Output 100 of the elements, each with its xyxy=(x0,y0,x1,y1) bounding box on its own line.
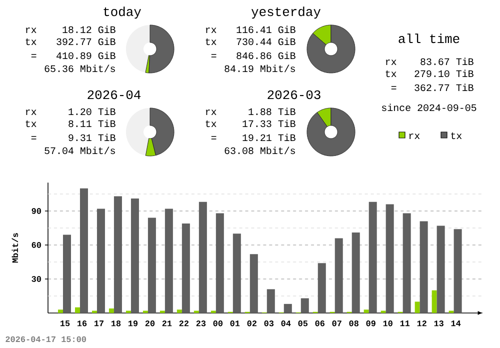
x-tick-label: 10 xyxy=(383,320,392,326)
y-tick-label: 90 xyxy=(32,208,41,214)
text: 730.44 GiB xyxy=(236,38,296,46)
chart-title: yesterday xyxy=(251,6,321,19)
x-tick-label: 06 xyxy=(315,320,324,326)
x-tick-label: 15 xyxy=(60,320,70,326)
bar xyxy=(198,202,207,313)
bar xyxy=(96,208,105,313)
text: tx xyxy=(206,120,216,128)
bar xyxy=(164,208,173,313)
text: rx xyxy=(206,28,216,33)
text: = xyxy=(211,54,216,58)
bar xyxy=(334,238,343,313)
x-tick-label: 23 xyxy=(196,320,206,326)
chart-title: today xyxy=(104,6,141,19)
bar xyxy=(266,289,275,313)
text: 8.11 TiB xyxy=(68,120,116,128)
bar xyxy=(58,310,63,313)
text: since 2024-09-05 xyxy=(382,104,476,112)
x-tick-label: 12 xyxy=(417,320,426,326)
y-axis-title: Mbit/s xyxy=(12,233,18,263)
bar xyxy=(368,202,377,313)
text: tx xyxy=(26,120,36,128)
bar xyxy=(420,221,428,313)
legend-label: tx xyxy=(451,132,462,140)
x-tick-label: 22 xyxy=(179,320,189,326)
x-tick-label: 20 xyxy=(145,320,155,326)
text: rx xyxy=(26,28,36,33)
x-tick-label: 08 xyxy=(349,320,358,326)
x-tick-label: 13 xyxy=(434,320,444,326)
text: tx xyxy=(386,70,396,78)
x-tick-label: 00 xyxy=(213,320,223,326)
bar xyxy=(364,310,369,313)
chart-title: 2026-04 xyxy=(88,90,141,100)
bar xyxy=(80,188,88,313)
bar xyxy=(250,254,258,313)
bar xyxy=(148,218,156,313)
bar xyxy=(386,204,394,313)
x-tick-label: 19 xyxy=(128,320,138,326)
bar xyxy=(130,198,139,313)
text: 83.67 TiB xyxy=(420,58,474,66)
text: = xyxy=(211,136,216,140)
text: 18.12 GiB xyxy=(62,26,116,34)
text: 392.77 GiB xyxy=(56,38,116,46)
y-tick-label: 30 xyxy=(32,276,41,282)
x-tick-label: 01 xyxy=(230,320,240,326)
text: = xyxy=(31,136,36,140)
x-tick-label: 05 xyxy=(298,320,308,326)
bar xyxy=(74,307,80,313)
bar xyxy=(114,196,122,313)
text: = xyxy=(31,54,36,58)
bar xyxy=(414,302,420,313)
bar xyxy=(108,308,114,313)
x-tick-label: 21 xyxy=(162,320,172,326)
x-tick-label: 09 xyxy=(366,320,376,326)
x-tick-label: 14 xyxy=(451,320,461,326)
text: 19.21 TiB xyxy=(242,134,296,142)
text: rx xyxy=(386,60,396,65)
legend-label: rx xyxy=(409,134,420,139)
text: tx xyxy=(206,38,216,46)
x-tick-label: 18 xyxy=(111,320,121,326)
x-tick-label: 17 xyxy=(94,320,104,326)
bar xyxy=(352,232,360,313)
bar xyxy=(232,234,241,313)
text: 1.20 TiB xyxy=(68,108,116,116)
text: tx xyxy=(26,38,36,46)
text: 57.04 Mbit/s xyxy=(44,146,115,154)
text: 17.33 TiB xyxy=(242,120,296,128)
y-tick-label: 60 xyxy=(32,242,41,248)
x-tick-label: 16 xyxy=(77,320,87,326)
text: 279.10 TiB xyxy=(414,70,474,78)
x-tick-label: 07 xyxy=(332,320,342,326)
text: 410.89 GiB xyxy=(56,52,116,60)
x-tick-label: 11 xyxy=(400,320,410,326)
x-tick-label: 04 xyxy=(281,320,291,326)
bar xyxy=(182,223,190,313)
text: 2026-04-17 15:00 xyxy=(6,336,86,342)
bar xyxy=(62,234,71,313)
text: 9.31 TiB xyxy=(68,134,116,142)
text: all time xyxy=(398,34,460,44)
chart-title: 2026-03 xyxy=(268,90,320,100)
bar xyxy=(436,226,445,313)
bar xyxy=(318,263,326,313)
bar xyxy=(284,304,292,313)
bar xyxy=(454,229,462,313)
x-tick-label: 02 xyxy=(247,320,256,326)
text: = xyxy=(391,86,396,90)
bar xyxy=(402,213,411,313)
text: 63.08 Mbit/s xyxy=(224,146,295,154)
bar xyxy=(432,290,437,313)
bar xyxy=(300,298,309,313)
x-tick-label: 03 xyxy=(264,320,274,326)
text: rx xyxy=(26,110,36,115)
text: 846.86 GiB xyxy=(236,52,296,60)
text: 65.36 Mbit/s xyxy=(44,64,115,72)
text: 1.88 TiB xyxy=(248,108,296,116)
text: 362.77 TiB xyxy=(414,84,474,92)
text: 84.19 Mbit/s xyxy=(224,64,295,72)
bar xyxy=(216,213,224,313)
bar xyxy=(176,310,182,313)
